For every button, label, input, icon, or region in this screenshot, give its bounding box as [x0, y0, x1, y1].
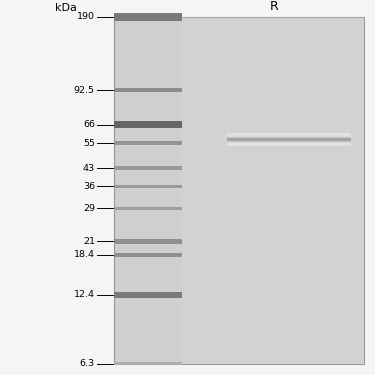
Bar: [114, 292, 182, 298]
Text: 66: 66: [83, 120, 95, 129]
Text: 43: 43: [83, 164, 95, 172]
Text: 29: 29: [83, 204, 95, 213]
Text: 55: 55: [83, 139, 95, 148]
Bar: [114, 13, 182, 21]
Bar: [114, 166, 182, 170]
Bar: [114, 207, 182, 210]
Bar: [182, 17, 364, 364]
Bar: [114, 252, 182, 257]
Text: 21: 21: [83, 237, 95, 246]
Bar: [114, 141, 182, 145]
Bar: [114, 184, 182, 188]
Bar: [114, 88, 182, 92]
Bar: [114, 239, 182, 244]
Text: 36: 36: [83, 182, 95, 191]
Bar: [114, 362, 182, 366]
Bar: [114, 122, 182, 128]
Text: 18.4: 18.4: [74, 250, 95, 259]
Text: 92.5: 92.5: [74, 86, 95, 94]
Text: 12.4: 12.4: [74, 290, 95, 299]
Text: 190: 190: [77, 12, 95, 21]
Bar: [114, 17, 364, 364]
Text: 6.3: 6.3: [80, 359, 95, 368]
Text: R: R: [269, 0, 278, 13]
Text: kDa: kDa: [55, 3, 76, 13]
